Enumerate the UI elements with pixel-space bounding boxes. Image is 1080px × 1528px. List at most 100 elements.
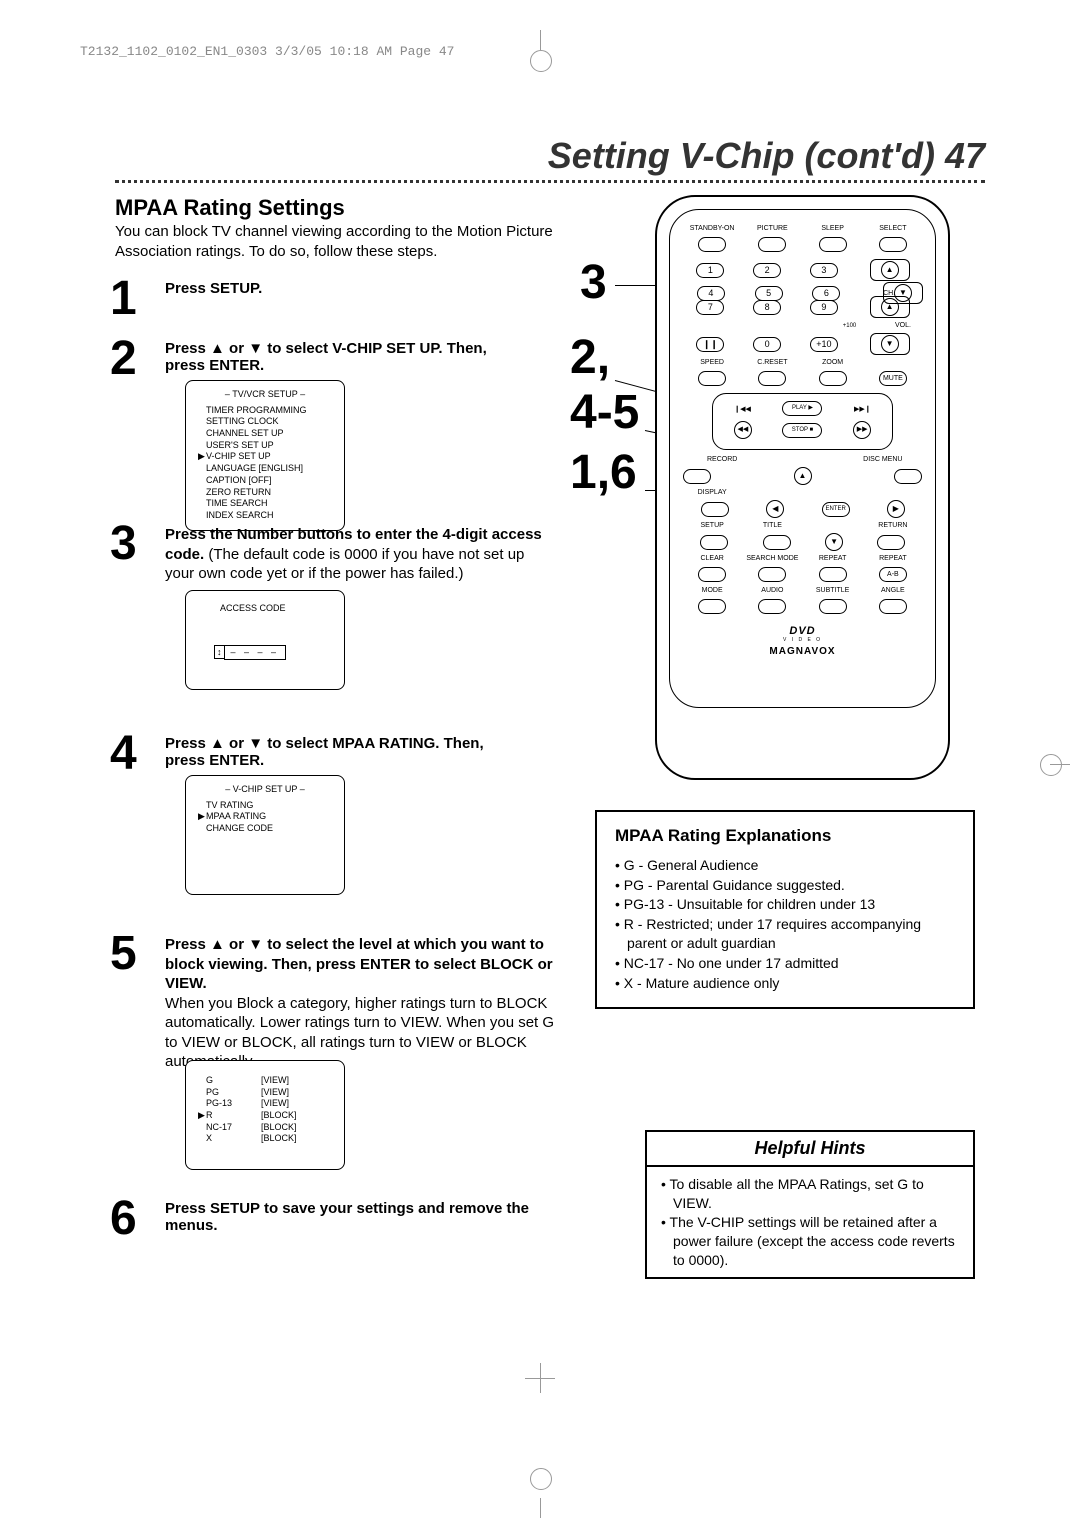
menu4-item: PG[VIEW] [198,1087,332,1099]
callout-16: 1,6 [570,445,637,500]
num-0-button[interactable]: 0 [753,337,781,352]
num-3-button[interactable]: 3 [810,263,838,278]
step-5-number: 5 [110,930,137,978]
nav-right-button[interactable]: ▶ [887,500,905,518]
menu1-item: CHANNEL SET UP [198,428,332,440]
clear-button[interactable] [698,567,726,582]
plus10-button[interactable]: +10 [810,337,838,352]
num-5-button[interactable]: 5 [755,286,783,301]
audio-button[interactable] [758,599,786,614]
menu1-header: – TV/VCR SETUP – [198,389,332,401]
num-1-button[interactable]: 1 [696,263,724,278]
step-1-number: 1 [110,275,137,323]
dvd-logo: DVD [682,625,923,637]
vol-down-button[interactable]: ▼ [881,335,899,353]
menu4-item: PG-13[VIEW] [198,1098,332,1110]
sleep-button[interactable] [819,237,847,252]
setup-label: SETUP [682,522,742,529]
rew-button[interactable]: ◀◀ [734,421,752,439]
display-button[interactable] [701,502,729,517]
display-label: DISPLAY [682,489,742,496]
menu1-item: USER'S SET UP [198,440,332,452]
setup-button[interactable] [700,535,728,550]
mode-button[interactable] [698,599,726,614]
standby-button[interactable] [698,237,726,252]
num-7-button[interactable]: 7 [696,300,724,315]
step-3-text: Press the Number buttons to enter the 4-… [165,525,555,584]
helpful-hints-box: Helpful Hints • To disable all the MPAA … [645,1130,975,1279]
hints-heading: Helpful Hints [647,1132,973,1167]
nav-down-button[interactable]: ▼ [825,533,843,551]
select-button[interactable] [879,237,907,252]
angle-button[interactable] [879,599,907,614]
remote-standby-label: STANDBY-ON [682,225,742,232]
video-text: V I D E O [682,637,923,643]
record-button[interactable] [683,469,711,484]
picture-button[interactable] [758,237,786,252]
zoom-button[interactable] [819,371,847,386]
search-mode-label: SEARCH MODE [742,555,802,562]
step-5-rest: When you Block a category, higher rating… [165,995,554,1071]
num-2-button[interactable]: 2 [753,263,781,278]
menu2-header: ACCESS CODE [220,603,332,615]
menu4-item: X[BLOCK] [198,1133,332,1145]
pause-button[interactable]: ❙❙ [696,337,724,352]
remote-select-label: SELECT [863,225,923,232]
hints-list-item: • The V-CHIP settings will be retained a… [661,1213,959,1270]
menu4-item: ▶ R[BLOCK] [198,1110,332,1122]
nav-up-button[interactable]: ▲ [794,467,812,485]
zoom-label: ZOOM [803,359,863,366]
angle-label: ANGLE [863,587,923,594]
ab-repeat-button[interactable]: A-B [879,567,907,582]
num-6-button[interactable]: 6 [812,286,840,301]
search-mode-button[interactable] [758,567,786,582]
tvvcr-setup-menu: – TV/VCR SETUP – TIMER PROGRAMMING SETTI… [185,380,345,531]
mpaa-list-item: • X - Mature audience only [615,974,955,994]
subtitle-button[interactable] [819,599,847,614]
section-heading: MPAA Rating Settings [115,195,345,221]
access-code-value: – – – – [224,645,287,661]
mpaa-list-item: • NC-17 - No one under 17 admitted [615,954,955,974]
creset-button[interactable] [758,371,786,386]
callout-3: 3 [580,255,607,310]
audio-label: AUDIO [742,587,802,594]
callout-2: 2, [570,330,610,385]
num-4-button[interactable]: 4 [697,286,725,301]
step-3-rest: (The default code is 0000 if you have no… [165,546,524,583]
repeat-button[interactable] [819,567,847,582]
speed-button[interactable] [698,371,726,386]
creset-label: C.RESET [742,359,802,366]
step-2-number: 2 [110,335,137,383]
mpaa-list-item: • PG-13 - Unsuitable for children under … [615,895,955,915]
menu3-item: TV RATING [198,800,332,812]
title-label: TITLE [742,522,802,529]
num-9-button[interactable]: 9 [810,300,838,315]
ch-down-button[interactable]: ▼ [894,284,912,302]
remote-sleep-label: SLEEP [803,225,863,232]
play-button[interactable]: PLAY ▶ [782,401,822,416]
return-button[interactable] [877,535,905,550]
ff-button[interactable]: ▶▶ [853,421,871,439]
menu4-item: G[VIEW] [198,1075,332,1087]
prev-icon: ❙◀◀ [734,405,751,413]
ch-up-button[interactable]: ▲ [881,261,899,279]
num-8-button[interactable]: 8 [753,300,781,315]
callout-45: 4-5 [570,385,639,440]
mpaa-explanations-box: MPAA Rating Explanations • G - General A… [595,810,975,1009]
menu1-item: CAPTION [OFF] [198,475,332,487]
title-button[interactable] [763,535,791,550]
nav-left-button[interactable]: ◀ [766,500,784,518]
mute-button[interactable]: MUTE [879,371,907,386]
page-file-header: T2132_1102_0102_EN1_0303 3/3/05 10:18 AM… [80,44,454,59]
mpaa-list-item: • PG - Parental Guidance suggested. [615,876,955,896]
disc-menu-button[interactable] [894,469,922,484]
menu1-item: LANGUAGE [ENGLISH] [198,463,332,475]
stop-button[interactable]: STOP ■ [782,423,822,438]
enter-button[interactable]: ENTER [822,502,850,517]
menu1-item: TIME SEARCH [198,498,332,510]
hints-list-item: • To disable all the MPAA Ratings, set G… [661,1175,959,1213]
mode-label: MODE [682,587,742,594]
speed-label: SPEED [682,359,742,366]
step-5-bold: Press ▲ or ▼ to select the level at whic… [165,936,553,992]
menu3-header: – V-CHIP SET UP – [198,784,332,796]
